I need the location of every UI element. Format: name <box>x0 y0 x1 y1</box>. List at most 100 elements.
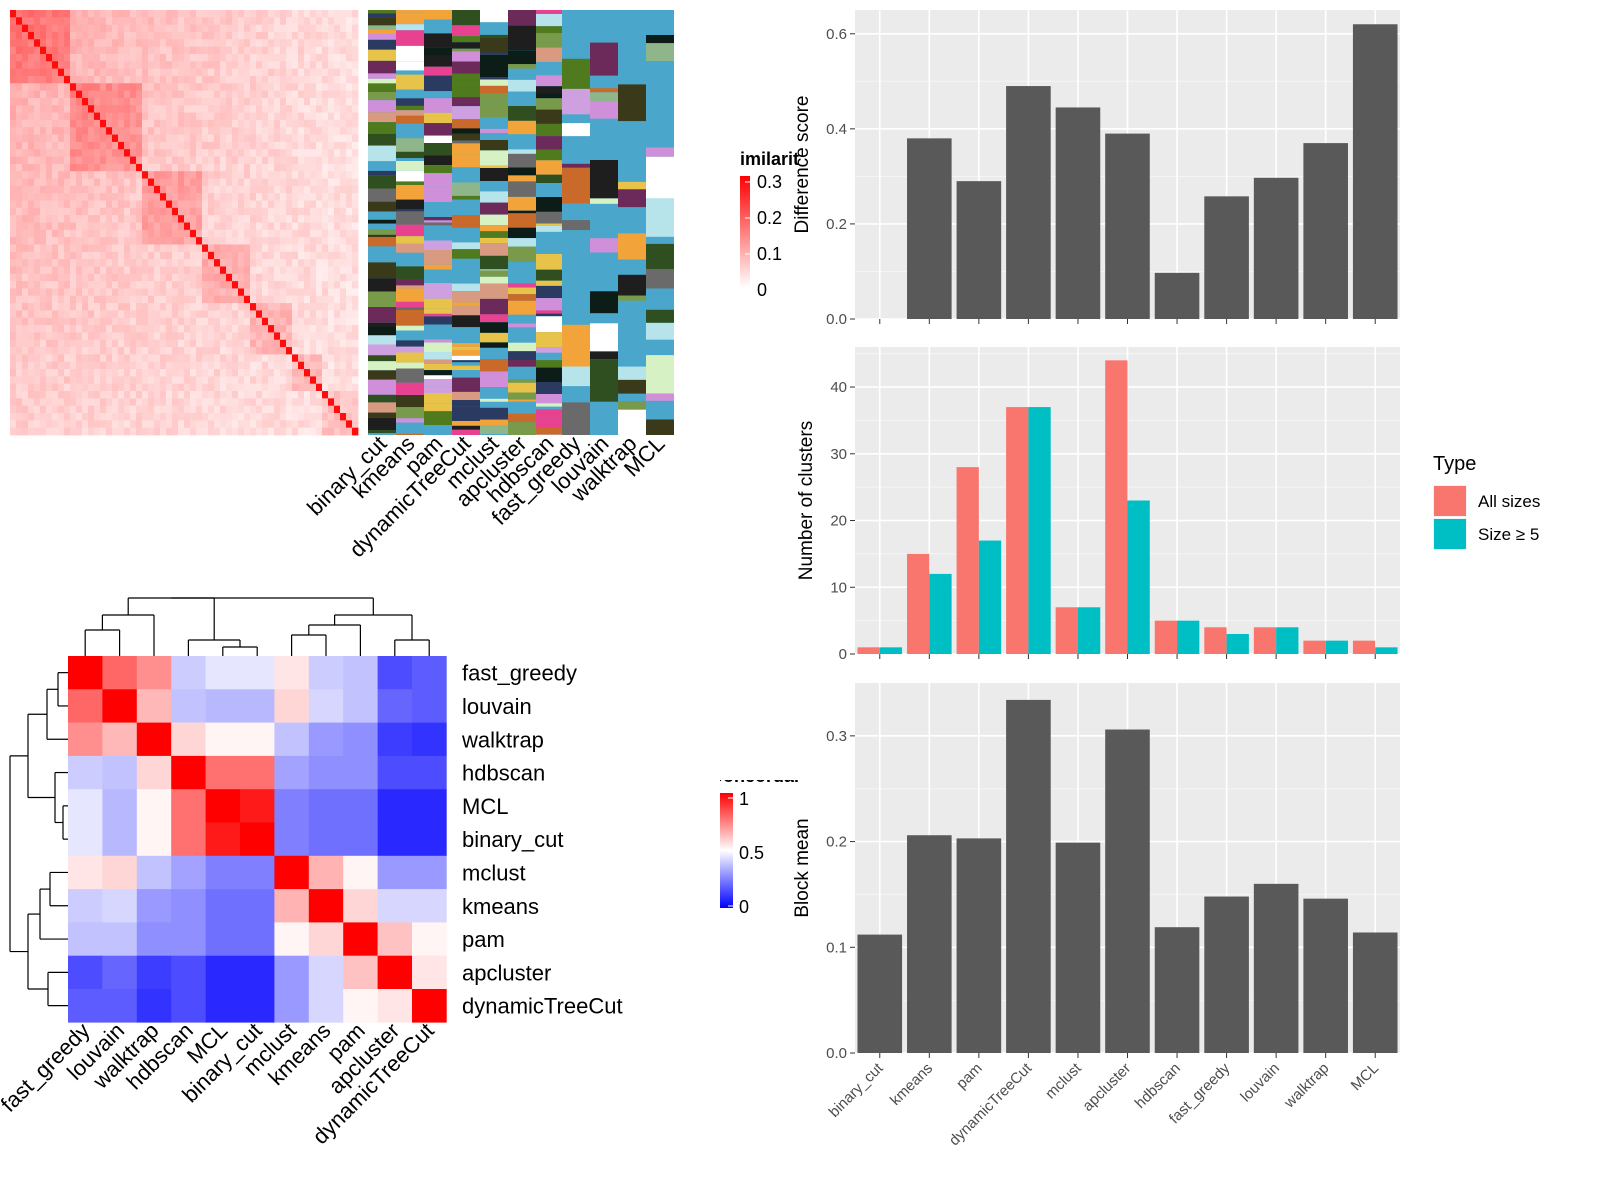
heatmap-cell <box>268 339 275 348</box>
heatmap-cell <box>292 361 299 370</box>
heatmap-cell <box>298 149 305 157</box>
heatmap-cell <box>118 61 125 70</box>
heatmap-cell <box>214 295 221 304</box>
heatmap-cell <box>220 244 227 253</box>
heatmap-cell <box>148 163 155 172</box>
annotation-segment <box>452 370 480 378</box>
heatmap-cell <box>250 376 257 385</box>
heatmap-cell <box>316 317 323 326</box>
heatmap-cell <box>148 90 155 99</box>
heatmap-cell <box>100 244 107 253</box>
heatmap-cell <box>28 310 35 319</box>
annotation-segment <box>424 316 452 325</box>
heatmap-cell <box>178 354 185 363</box>
concordance-cell <box>274 722 310 757</box>
heatmap-cell <box>112 339 119 348</box>
heatmap-cell <box>328 317 335 326</box>
heatmap-cell <box>244 68 251 77</box>
heatmap-cell <box>154 383 161 392</box>
heatmap-cell <box>82 215 89 223</box>
heatmap-cell <box>190 112 197 121</box>
heatmap-cell <box>124 75 131 84</box>
heatmap-cell <box>58 90 65 99</box>
heatmap-cell <box>184 405 191 414</box>
heatmap-cell <box>202 295 209 304</box>
heatmap-cell <box>124 68 131 77</box>
heatmap-cell <box>274 332 281 341</box>
annotation-segment <box>368 430 396 434</box>
heatmap-cell <box>208 61 215 70</box>
heatmap-cell <box>304 369 311 377</box>
heatmap-cell <box>352 273 359 282</box>
bar <box>1105 729 1150 1053</box>
annotation-segment <box>480 165 508 168</box>
heatmap-cell <box>268 171 275 179</box>
heatmap-cell <box>160 303 167 311</box>
heatmap-cell <box>130 185 137 194</box>
heatmap-cell <box>274 317 281 326</box>
heatmap-cell <box>16 376 23 385</box>
concordance-cell <box>205 822 241 857</box>
heatmap-cell <box>160 24 167 33</box>
heatmap-cell <box>256 112 263 121</box>
concordance-row-label: apcluster <box>462 960 551 985</box>
heatmap-cell <box>286 17 293 26</box>
heatmap-cell <box>238 207 245 216</box>
heatmap-cell <box>46 413 53 421</box>
heatmap-cell <box>196 376 203 385</box>
heatmap-cell <box>166 53 173 62</box>
heatmap-cell <box>130 339 137 348</box>
heatmap-cell <box>268 200 275 209</box>
heatmap-cell <box>100 369 107 377</box>
heatmap-cell <box>154 207 161 216</box>
heatmap-cell <box>250 339 257 348</box>
annotation-segment <box>508 379 536 383</box>
heatmap-cell <box>160 376 167 385</box>
heatmap-cell <box>40 83 47 92</box>
heatmap-cell <box>238 398 245 407</box>
heatmap-cell <box>88 53 95 62</box>
heatmap-cell <box>160 354 167 363</box>
heatmap-cell <box>46 251 53 260</box>
heatmap-cell <box>88 105 95 113</box>
heatmap-cell <box>64 149 71 157</box>
heatmap-cell <box>346 369 353 377</box>
heatmap-cell <box>166 288 173 297</box>
annotation-segment <box>368 83 396 92</box>
heatmap-cell <box>226 105 233 113</box>
heatmap-cell <box>226 185 233 194</box>
heatmap-cell <box>130 17 137 26</box>
heatmap-cell <box>148 244 155 253</box>
heatmap-cell <box>286 90 293 99</box>
heatmap-cell <box>286 413 293 421</box>
heatmap-cell <box>268 405 275 414</box>
heatmap-cell <box>268 354 275 363</box>
heatmap-cell <box>40 105 47 113</box>
annotation-segment <box>424 249 452 265</box>
heatmap-cell <box>160 229 167 238</box>
heatmap-cell <box>202 244 209 253</box>
heatmap-cell <box>232 376 239 385</box>
heatmap-cell <box>226 83 233 92</box>
heatmap-cell <box>346 149 353 157</box>
heatmap-cell <box>52 75 59 84</box>
heatmap-cell <box>310 339 317 348</box>
heatmap-cell <box>16 354 23 363</box>
heatmap-cell <box>34 105 41 113</box>
heatmap-cell <box>94 75 101 84</box>
heatmap-cell <box>316 266 323 275</box>
heatmap-cell <box>10 222 17 231</box>
heatmap-cell <box>166 244 173 253</box>
heatmap-cell <box>304 171 311 179</box>
heatmap-cell <box>274 391 281 399</box>
heatmap-cell <box>328 413 335 421</box>
heatmap-cell <box>256 383 263 392</box>
heatmap-cell <box>298 215 305 223</box>
heatmap-cell <box>244 171 251 179</box>
heatmap-cell <box>250 119 257 128</box>
heatmap-cell <box>28 134 35 143</box>
heatmap-cell <box>76 31 83 40</box>
heatmap-cell <box>94 332 101 341</box>
heatmap-cell <box>172 237 179 245</box>
x-tick-label: pam <box>953 1060 986 1093</box>
